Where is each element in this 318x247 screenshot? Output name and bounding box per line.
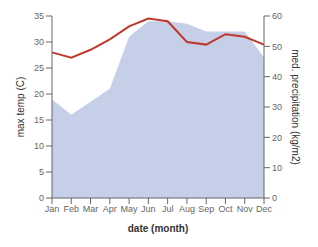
svg-text:date (month): date (month): [128, 223, 189, 234]
svg-text:Apr: Apr: [103, 204, 117, 214]
svg-text:30: 30: [34, 37, 44, 47]
svg-text:50: 50: [272, 42, 282, 52]
svg-text:20: 20: [34, 89, 44, 99]
svg-text:May: May: [121, 204, 139, 214]
svg-text:Dec: Dec: [256, 204, 273, 214]
svg-text:60: 60: [272, 11, 282, 21]
svg-text:5: 5: [39, 167, 44, 177]
svg-text:30: 30: [272, 102, 282, 112]
svg-text:20: 20: [272, 133, 282, 143]
svg-text:Jan: Jan: [45, 204, 60, 214]
svg-text:Feb: Feb: [64, 204, 80, 214]
svg-text:10: 10: [34, 141, 44, 151]
svg-text:Nov: Nov: [237, 204, 254, 214]
svg-text:Jul: Jul: [162, 204, 174, 214]
svg-text:Aug: Aug: [179, 204, 195, 214]
svg-text:0: 0: [39, 193, 44, 203]
svg-text:25: 25: [34, 63, 44, 73]
svg-text:15: 15: [34, 115, 44, 125]
svg-text:10: 10: [272, 163, 282, 173]
svg-text:40: 40: [272, 72, 282, 82]
svg-text:max temp (C): max temp (C): [15, 77, 26, 138]
svg-text:Sep: Sep: [198, 204, 214, 214]
svg-text:0: 0: [272, 193, 277, 203]
svg-text:Jun: Jun: [141, 204, 156, 214]
svg-text:35: 35: [34, 11, 44, 21]
svg-text:Mar: Mar: [83, 204, 99, 214]
svg-text:Oct: Oct: [218, 204, 233, 214]
svg-text:med. precipitation (kg/m2): med. precipitation (kg/m2): [290, 49, 301, 165]
